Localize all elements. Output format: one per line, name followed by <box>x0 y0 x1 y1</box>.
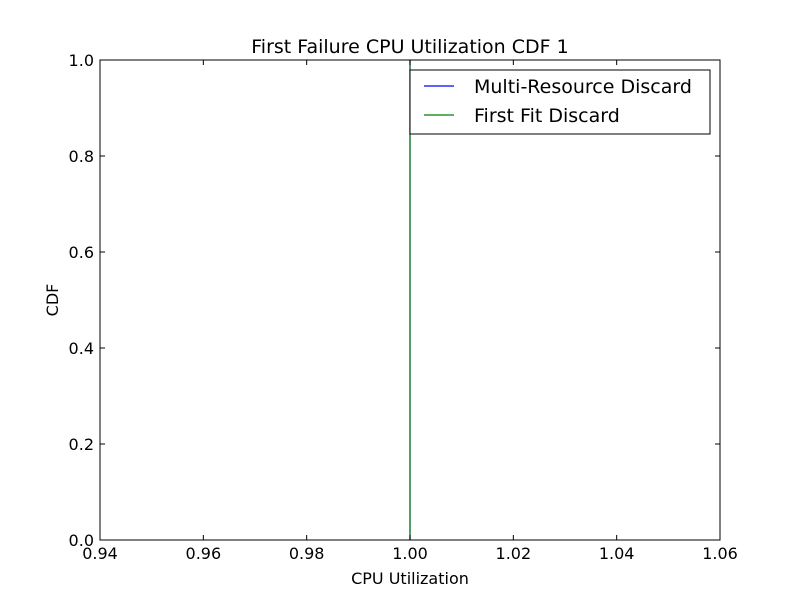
y-tick-label: 0.2 <box>69 435 94 454</box>
y-tick-label: 0.6 <box>69 243 94 262</box>
legend-label: Multi-Resource Discard <box>474 76 692 98</box>
legend-label: First Fit Discard <box>474 105 620 127</box>
x-tick-label: 1.06 <box>702 544 738 563</box>
y-axis-label: CDF <box>43 284 62 317</box>
y-axis: 0.0 0.2 0.4 0.6 0.8 1.0 <box>69 51 720 550</box>
y-tick-label: 0.8 <box>69 147 94 166</box>
legend-box <box>409 69 711 135</box>
x-axis-label: CPU Utilization <box>351 569 469 588</box>
y-tick-label: 1.0 <box>69 51 94 70</box>
legend: Multi-Resource Discard First Fit Discard <box>409 69 711 135</box>
x-tick-label: 1.02 <box>496 544 532 563</box>
x-tick-label: 1.04 <box>599 544 635 563</box>
y-tick-label: 0.0 <box>69 531 94 550</box>
x-tick-label: 0.96 <box>186 544 222 563</box>
x-tick-label: 1.00 <box>392 544 428 563</box>
x-tick-label: 0.94 <box>82 544 118 563</box>
chart-title: First Failure CPU Utilization CDF 1 <box>251 36 568 58</box>
x-tick-label: 0.98 <box>289 544 325 563</box>
y-tick-label: 0.4 <box>69 339 94 358</box>
x-axis: 0.94 0.96 0.98 1.00 1.02 1.04 1.06 <box>82 60 738 563</box>
